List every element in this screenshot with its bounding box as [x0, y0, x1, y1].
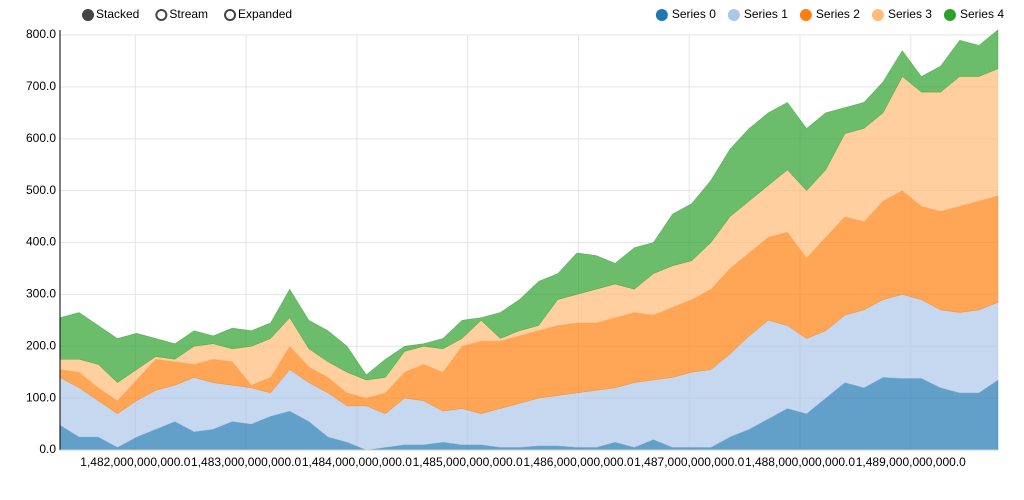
legend-label[interactable]: Series 3	[888, 7, 932, 21]
y-tick-label: 700.0	[26, 79, 56, 93]
control-label[interactable]: Stacked	[96, 7, 139, 21]
y-tick-label: 400.0	[26, 235, 56, 249]
x-tick-label: 1,486,000,000,000.0	[523, 455, 633, 469]
legend-label[interactable]: Series 2	[816, 7, 860, 21]
y-tick-label: 300.0	[26, 287, 56, 301]
x-tick-label: 1,482,000,000,000.0	[80, 455, 190, 469]
legend-swatch[interactable]	[943, 9, 956, 21]
legend-label[interactable]: Series 1	[744, 7, 788, 21]
control-radio[interactable]	[82, 9, 94, 21]
area	[59, 29, 999, 383]
y-tick-label: 600.0	[26, 131, 56, 145]
legend-swatch[interactable]	[871, 9, 884, 21]
x-tick-label: 1,485,000,000,000.0	[413, 455, 523, 469]
x-tick-label: 1,489,000,000,000.0	[856, 455, 966, 469]
legend-label[interactable]: Series 4	[960, 7, 1004, 21]
legend-label[interactable]: Series 0	[672, 7, 716, 21]
legend-swatch[interactable]	[655, 9, 668, 21]
y-tick-label: 500.0	[26, 183, 56, 197]
y-tick-label: 100.0	[26, 390, 56, 404]
control-label[interactable]: Expanded	[238, 7, 292, 21]
y-tick-label: 0.0	[39, 442, 56, 456]
y-tick-label: 200.0	[26, 338, 56, 352]
control-radio[interactable]	[155, 9, 168, 21]
y-tick-label: 800.0	[26, 27, 56, 41]
x-tick-label: 1,483,000,000,000.0	[191, 455, 301, 469]
legend-swatch[interactable]	[799, 9, 812, 21]
x-tick-label: 1,488,000,000,000.0	[745, 455, 855, 469]
x-tick-label: 1,487,000,000,000.0	[634, 455, 744, 469]
legend-swatch[interactable]	[727, 9, 740, 21]
x-tick-label: 1,484,000,000,000.0	[302, 455, 412, 469]
control-label[interactable]: Stream	[169, 7, 208, 21]
control-radio[interactable]	[224, 9, 237, 21]
